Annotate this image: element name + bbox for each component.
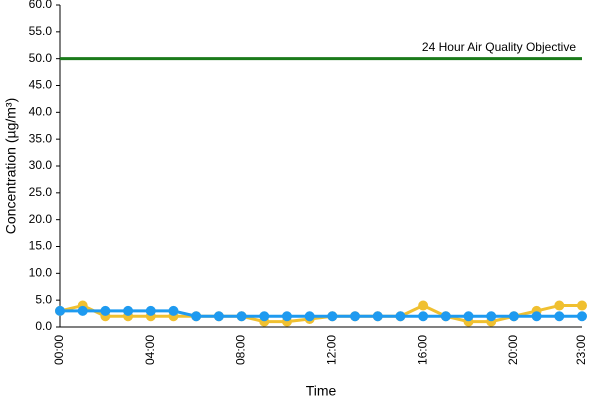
y-tick-label: 10.0 bbox=[29, 266, 53, 280]
y-tick-label: 30.0 bbox=[29, 158, 53, 172]
x-axis-title: Time bbox=[306, 383, 337, 399]
data-point bbox=[55, 305, 65, 316]
y-tick-label: 55.0 bbox=[29, 24, 53, 38]
data-point bbox=[191, 311, 202, 322]
data-point bbox=[554, 311, 565, 322]
y-tick-label: 50.0 bbox=[29, 51, 53, 65]
data-point bbox=[577, 300, 587, 311]
y-tick-label: 0.0 bbox=[35, 319, 52, 333]
x-tick-label: 08:00 bbox=[234, 335, 248, 365]
objective-label: 24 Hour Air Quality Objective bbox=[422, 40, 576, 54]
data-point bbox=[350, 311, 361, 322]
x-tick-label: 00:00 bbox=[52, 335, 66, 365]
data-point bbox=[531, 311, 542, 322]
y-axis-title: Concentration (µg/m³) bbox=[3, 98, 19, 234]
data-point bbox=[327, 311, 338, 322]
data-point bbox=[123, 305, 134, 316]
y-tick-label: 40.0 bbox=[29, 105, 53, 119]
x-tick-label: 20:00 bbox=[506, 335, 520, 365]
y-tick-label: 35.0 bbox=[29, 131, 53, 145]
data-point bbox=[145, 305, 156, 316]
data-point bbox=[259, 311, 270, 322]
series-line bbox=[59, 304, 582, 324]
data-point bbox=[213, 311, 224, 322]
y-tick-label: 60.0 bbox=[29, 0, 53, 11]
data-point bbox=[486, 311, 497, 322]
x-tick-label: 12:00 bbox=[325, 335, 339, 365]
data-point bbox=[100, 305, 111, 316]
data-point bbox=[554, 300, 565, 311]
data-point bbox=[372, 311, 383, 322]
data-point bbox=[508, 311, 519, 322]
y-tick-label: 25.0 bbox=[29, 185, 53, 199]
x-tick-label: 16:00 bbox=[415, 335, 429, 365]
data-point bbox=[236, 311, 247, 322]
y-tick-label: 15.0 bbox=[29, 239, 53, 253]
data-point bbox=[395, 311, 406, 322]
data-point bbox=[418, 300, 429, 311]
y-tick-label: 20.0 bbox=[29, 212, 53, 226]
y-tick-label: 45.0 bbox=[29, 78, 53, 92]
data-point bbox=[168, 305, 179, 316]
y-tick-label: 5.0 bbox=[35, 292, 52, 306]
data-point bbox=[577, 311, 587, 322]
data-point bbox=[440, 311, 451, 322]
data-point bbox=[77, 305, 88, 316]
data-point bbox=[281, 311, 292, 322]
x-tick-label: 23:00 bbox=[574, 335, 588, 365]
data-point bbox=[304, 311, 315, 322]
data-point bbox=[463, 311, 474, 322]
data-point bbox=[418, 311, 429, 322]
x-tick-label: 04:00 bbox=[143, 335, 157, 365]
